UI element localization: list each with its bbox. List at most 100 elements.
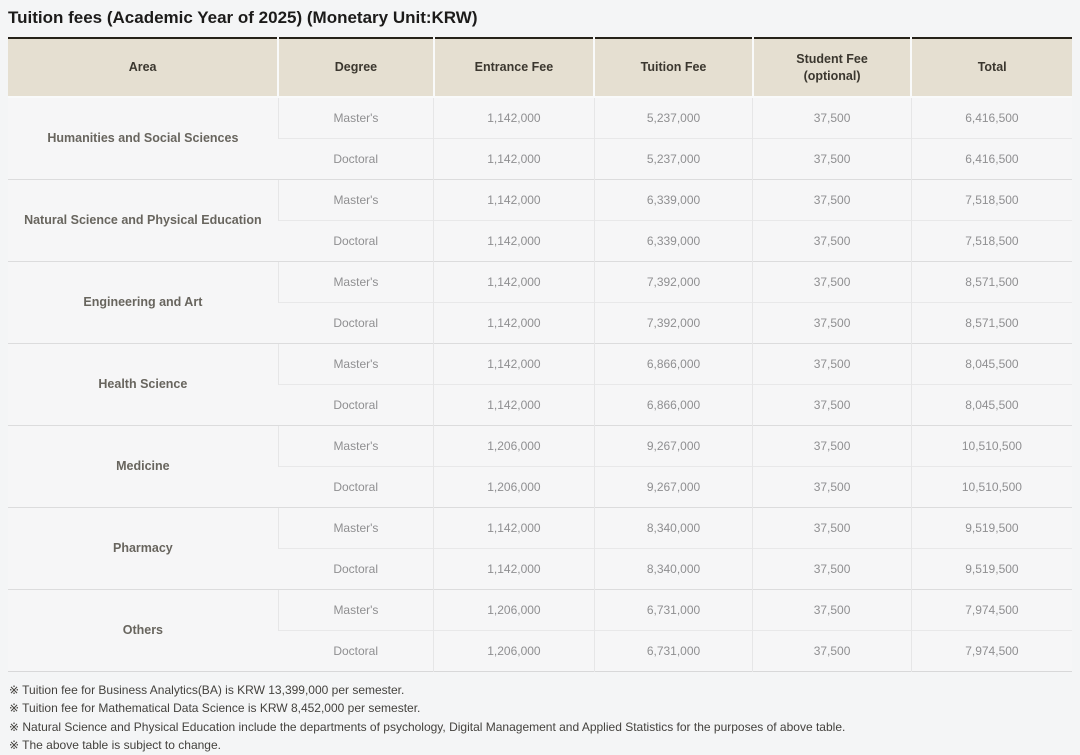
entrance-fee-cell: 1,142,000 — [433, 97, 595, 138]
total-cell: 7,974,500 — [910, 588, 1072, 630]
entrance-fee-cell: 1,142,000 — [433, 383, 595, 425]
entrance-fee-cell: 1,206,000 — [433, 588, 595, 630]
tuition-fee-cell: 8,340,000 — [593, 547, 753, 589]
entrance-fee-cell: 1,206,000 — [433, 424, 595, 466]
student-fee-cell: 37,500 — [752, 506, 912, 548]
degree-cell: Master's — [277, 260, 434, 302]
note-business-analytics: ※ Tuition fee for Business Analytics(BA)… — [9, 682, 405, 697]
total-cell: 7,518,500 — [910, 219, 1072, 261]
entrance-fee-cell: 1,142,000 — [433, 219, 595, 261]
total-cell: 7,974,500 — [910, 629, 1072, 671]
table-row: Doctoral 1,142,000 6,339,000 37,500 7,51… — [8, 219, 1072, 261]
tuition-fee-cell: 9,267,000 — [593, 424, 753, 466]
table-row: Medicine Master's 1,206,000 9,267,000 37… — [8, 424, 1072, 507]
entrance-fee-cell: 1,206,000 — [433, 629, 595, 671]
tuition-fee-cell: 9,267,000 — [593, 465, 753, 507]
col-header-area: Area — [8, 38, 279, 98]
student-fee-cell: 37,500 — [752, 178, 912, 220]
area-cell: Pharmacy — [8, 506, 279, 589]
total-cell: 10,510,500 — [910, 465, 1072, 507]
student-fee-cell: 37,500 — [752, 424, 912, 466]
total-cell: 8,571,500 — [910, 301, 1072, 343]
table-row: Doctoral 1,142,000 7,392,000 37,500 8,57… — [8, 301, 1072, 343]
student-fee-cell: 37,500 — [752, 547, 912, 589]
total-cell: 9,519,500 — [910, 547, 1072, 589]
entrance-fee-cell: 1,142,000 — [433, 301, 595, 343]
area-cell: Engineering and Art — [8, 260, 279, 343]
header-row: Area Degree Entrance Fee Tuition Fee Stu… — [8, 38, 1072, 98]
total-cell: 8,045,500 — [910, 383, 1072, 425]
degree-cell: Master's — [277, 178, 434, 220]
area-cell: Humanities and Social Sciences — [8, 97, 279, 179]
student-fee-cell: 37,500 — [752, 588, 912, 630]
area-cell: Others — [8, 588, 279, 671]
degree-cell: Doctoral — [278, 629, 434, 671]
degree-cell: Doctoral — [278, 137, 434, 179]
entrance-fee-cell: 1,142,000 — [433, 547, 595, 589]
student-fee-cell: 37,500 — [752, 137, 912, 179]
degree-cell: Master's — [277, 424, 434, 466]
degree-cell: Doctoral — [278, 547, 434, 589]
table-body: Humanities and Social Sciences Master's … — [8, 97, 1072, 671]
table-row: Doctoral 1,206,000 9,267,000 37,500 10,5… — [8, 465, 1072, 507]
col-header-student-fee: Student Fee (optional) — [751, 38, 912, 98]
total-cell: 7,518,500 — [910, 178, 1072, 220]
degree-cell: Doctoral — [278, 219, 434, 261]
note-mathematical-data-science: ※ Tuition fee for Mathematical Data Scie… — [9, 701, 421, 715]
col-header-degree: Degree — [277, 38, 434, 98]
table-row: Doctoral 1,142,000 5,237,000 37,500 6,41… — [8, 137, 1072, 179]
degree-cell: Doctoral — [278, 301, 434, 343]
degree-cell: Master's — [277, 342, 434, 384]
table-row: Pharmacy Master's 1,142,000 8,340,000 37… — [8, 506, 1072, 589]
entrance-fee-cell: 1,142,000 — [433, 506, 595, 548]
total-cell: 8,045,500 — [910, 342, 1072, 384]
student-fee-cell: 37,500 — [752, 260, 912, 302]
student-fee-cell: 37,500 — [752, 629, 912, 671]
table-row: Natural Science and Physical Education M… — [8, 178, 1072, 261]
student-fee-cell: 37,500 — [752, 465, 912, 507]
student-fee-cell: 37,500 — [752, 97, 912, 138]
table-row: Doctoral 1,142,000 8,340,000 37,500 9,51… — [8, 547, 1072, 589]
degree-cell: Master's — [277, 506, 434, 548]
tuition-fee-table: Area Degree Entrance Fee Tuition Fee Stu… — [8, 37, 1072, 672]
area-cell: Medicine — [8, 424, 279, 507]
col-header-entrance-fee: Entrance Fee — [432, 38, 595, 98]
total-cell: 6,416,500 — [910, 97, 1072, 138]
degree-cell: Doctoral — [278, 465, 434, 507]
total-cell: 8,571,500 — [910, 260, 1072, 302]
degree-cell: Master's — [277, 588, 434, 630]
tuition-fee-cell: 5,237,000 — [593, 97, 753, 138]
tuition-fee-cell: 6,339,000 — [593, 219, 753, 261]
student-fee-cell: 37,500 — [752, 342, 912, 384]
area-cell: Natural Science and Physical Education — [8, 178, 279, 261]
table-row: Others Master's 1,206,000 6,731,000 37,5… — [8, 588, 1072, 671]
page-title: Tuition fees (Academic Year of 2025) (Mo… — [8, 8, 478, 27]
student-fee-cell: 37,500 — [752, 301, 912, 343]
tuition-fee-cell: 7,392,000 — [593, 301, 753, 343]
area-cell: Health Science — [8, 342, 279, 425]
entrance-fee-cell: 1,142,000 — [433, 137, 595, 179]
student-fee-cell: 37,500 — [752, 219, 912, 261]
entrance-fee-cell: 1,142,000 — [433, 260, 595, 302]
table-row: Health Science Master's 1,142,000 6,866,… — [8, 342, 1072, 425]
tuition-fee-cell: 6,339,000 — [593, 178, 753, 220]
tuition-fee-cell: 7,392,000 — [593, 260, 753, 302]
tuition-fee-cell: 8,340,000 — [593, 506, 753, 548]
note-natural-science-departments: ※ Natural Science and Physical Education… — [9, 719, 846, 734]
table-row: Doctoral 1,142,000 6,866,000 37,500 8,04… — [8, 383, 1072, 425]
col-header-tuition-fee: Tuition Fee — [593, 38, 753, 98]
footnotes: ※ Tuition fee for Business Analytics(BA)… — [8, 672, 1072, 755]
note-subject-to-change: ※ The above table is subject to change. — [9, 738, 221, 752]
table-header: Area Degree Entrance Fee Tuition Fee Stu… — [8, 38, 1072, 98]
degree-cell: Doctoral — [278, 383, 434, 425]
tuition-fee-cell: 6,731,000 — [593, 588, 753, 630]
table-row: Doctoral 1,206,000 6,731,000 37,500 7,97… — [8, 629, 1072, 671]
table-row: Engineering and Art Master's 1,142,000 7… — [8, 260, 1072, 343]
entrance-fee-cell: 1,142,000 — [433, 342, 595, 384]
entrance-fee-cell: 1,206,000 — [433, 465, 595, 507]
tuition-fee-cell: 6,731,000 — [593, 629, 753, 671]
tuition-fee-cell: 6,866,000 — [593, 383, 753, 425]
student-fee-cell: 37,500 — [752, 383, 912, 425]
col-header-total: Total — [910, 38, 1072, 98]
